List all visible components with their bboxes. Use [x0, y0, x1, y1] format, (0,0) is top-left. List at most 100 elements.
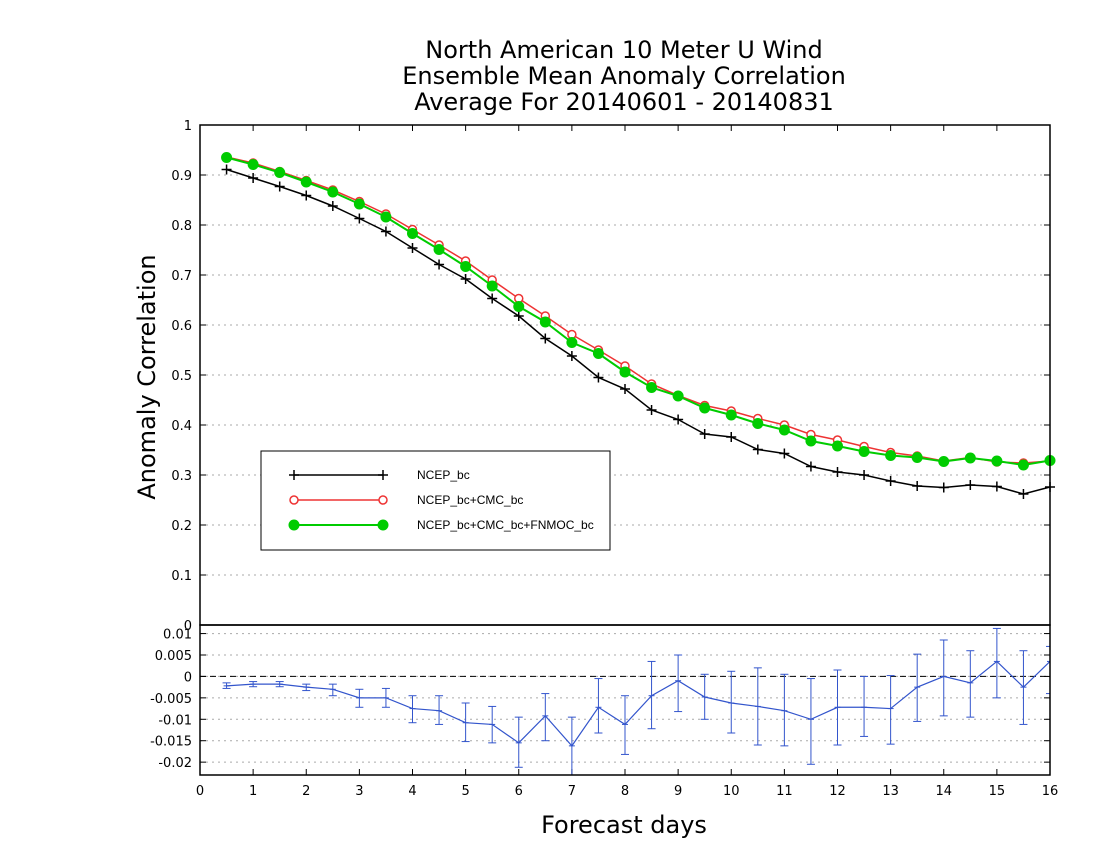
data-point	[354, 213, 365, 224]
data-point	[460, 274, 471, 284]
data-point	[566, 351, 577, 361]
data-point	[885, 476, 896, 486]
data-point	[513, 301, 525, 312]
chart-title: North American 10 Meter U Wind Ensemble …	[402, 36, 846, 116]
x-tick-label: 0	[196, 784, 204, 799]
error-bar	[992, 627, 1001, 699]
data-point	[699, 402, 711, 414]
legend-item: NCEP_bc+CMC_bc+FNMOC_bc	[288, 518, 594, 532]
data-point	[353, 198, 365, 210]
data-point	[221, 152, 233, 163]
error-bar	[621, 695, 629, 755]
data-point	[885, 450, 897, 461]
error-bar	[222, 682, 231, 689]
data-point	[247, 159, 259, 170]
legend-label: NCEP_bc+CMC_bc	[417, 493, 523, 507]
error-bar	[860, 675, 869, 737]
error-bar	[886, 675, 895, 745]
data-point	[752, 444, 763, 455]
data-point	[539, 316, 551, 328]
error-bar	[966, 650, 975, 718]
legend-item: NCEP_bc+CMC_bc	[289, 493, 523, 507]
error-bar	[488, 705, 497, 744]
data-point	[301, 190, 312, 201]
data-point	[566, 337, 578, 348]
y-tick-label: 0.8	[171, 219, 192, 234]
legend: NCEP_bc NCEP_bc+CMC_bc NCEP_bc+CMC_bc+FNMO…	[260, 450, 611, 551]
error-bar	[355, 688, 364, 708]
x-tick-label: 5	[461, 784, 469, 799]
error-bar	[408, 695, 417, 724]
data-point	[619, 366, 631, 378]
y-tick-label: 0.2	[171, 519, 192, 534]
y-tick-label: 0.3	[171, 469, 192, 484]
data-point	[725, 409, 737, 421]
y-tick-label: 0.4	[171, 419, 192, 434]
y-tick-label: -0.015	[150, 735, 192, 750]
error-bar	[541, 693, 550, 742]
data-point	[407, 228, 418, 239]
series-NCEP_bc	[221, 164, 1055, 499]
title-line-1: North American 10 Meter U Wind	[425, 36, 822, 64]
data-point	[699, 429, 710, 439]
x-tick-label: 4	[408, 784, 416, 799]
legend-label: NCEP_bc	[417, 468, 470, 482]
data-point	[327, 201, 338, 211]
data-point	[274, 167, 286, 178]
data-point	[221, 164, 232, 175]
data-point	[965, 480, 976, 490]
data-point	[938, 482, 949, 493]
y-tick-label: 0	[184, 670, 192, 685]
data-point	[646, 382, 658, 393]
difference-line	[226, 660, 1050, 747]
error-bar	[1046, 645, 1050, 695]
y-tick-label: 1	[184, 119, 192, 134]
data-point	[858, 446, 870, 457]
data-point	[859, 470, 870, 480]
data-point	[805, 435, 817, 447]
error-bar	[753, 667, 762, 746]
data-point	[726, 432, 737, 442]
series-NCEP_bc+CMC_bc	[221, 152, 1055, 468]
title-line-2: Ensemble Mean Anomaly Correlation	[402, 62, 846, 90]
data-point	[672, 390, 684, 402]
y-tick-label: 0.005	[155, 649, 192, 664]
error-bar	[780, 673, 789, 747]
y-tick-label: 0.1	[171, 569, 192, 584]
data-point	[832, 467, 843, 477]
data-point	[779, 448, 790, 459]
x-tick-label: 15	[989, 784, 1006, 799]
series-line	[226, 168, 1051, 495]
data-point	[620, 384, 630, 394]
error-bar	[806, 678, 815, 765]
x-tick-label: 16	[1042, 784, 1059, 799]
data-point	[911, 452, 923, 463]
data-point	[300, 176, 312, 188]
error-bar	[727, 670, 736, 734]
data-point	[1017, 459, 1029, 471]
difference-series	[222, 627, 1050, 775]
error-bar	[674, 654, 683, 713]
data-point	[805, 461, 816, 472]
x-tick-label: 10	[723, 784, 740, 799]
y-tick-label: -0.02	[158, 756, 192, 771]
error-bar	[833, 669, 842, 746]
error-bar	[1019, 650, 1028, 725]
data-point	[991, 455, 1003, 467]
data-point	[964, 452, 976, 464]
error-bar	[435, 695, 444, 725]
data-point	[513, 311, 524, 321]
x-tick-label: 2	[302, 784, 310, 799]
data-point	[592, 348, 604, 359]
y-tick-label: 0.6	[171, 319, 192, 334]
data-point	[593, 372, 604, 383]
legend-item: NCEP_bc	[289, 468, 470, 482]
data-point	[540, 333, 551, 344]
error-bar	[514, 716, 523, 768]
series-line	[226, 156, 1051, 467]
plot-frame-bottom	[199, 624, 1051, 776]
data-point	[1018, 489, 1029, 499]
error-bar	[328, 683, 337, 697]
